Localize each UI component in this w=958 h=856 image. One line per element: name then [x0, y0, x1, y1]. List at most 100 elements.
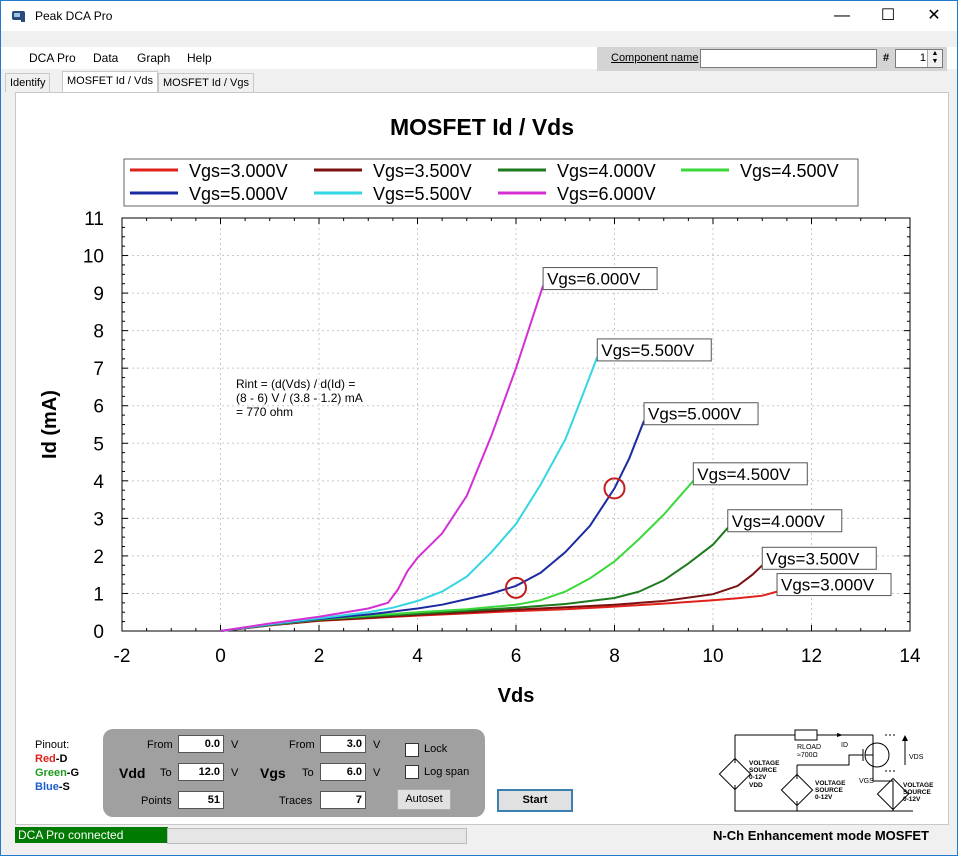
points-input[interactable]: 51 — [178, 791, 224, 809]
src1-line4: VDD — [749, 782, 763, 789]
points-label: Points — [141, 795, 172, 807]
menu-help[interactable]: Help — [187, 51, 212, 65]
y-tick-label: 4 — [93, 472, 104, 493]
vdd-to-unit: V — [231, 767, 239, 779]
legend-entry: Vgs=5.500V — [373, 184, 472, 204]
series-line — [220, 285, 545, 632]
vdd-from-input[interactable]: 0.0 — [178, 735, 224, 753]
vgs-to-input[interactable]: 6.0 — [320, 763, 366, 781]
lock-checkbox[interactable] — [405, 743, 419, 757]
component-index-spinner[interactable]: 1 ▲ ▼ — [895, 49, 943, 68]
y-tick-label: 9 — [93, 284, 104, 305]
vgs-from-label: From — [289, 739, 315, 751]
src2-line1: VOLTAGE — [815, 780, 846, 787]
end-label: Vgs=3.500V — [766, 549, 860, 568]
pinout-title: Pinout: — [35, 739, 70, 751]
connection-status: DCA Pro connected — [15, 827, 168, 843]
component-name-label: Component name — [611, 52, 699, 64]
plot-frame — [121, 217, 911, 632]
src3-line3: 0-12V — [903, 796, 921, 803]
chart-title: MOSFET Id / Vds — [390, 114, 574, 140]
end-label-box — [643, 402, 759, 426]
legend-box — [123, 158, 859, 207]
y-tick-label: 3 — [93, 509, 104, 530]
y-tick-label: 11 — [84, 209, 104, 230]
circuit-schematic: RLOAD ≈700Ω ID VGS VDS VOLTAGE SOURCE 0-… — [718, 729, 934, 812]
window-title: Peak DCA Pro — [35, 9, 113, 23]
point-marker — [603, 477, 626, 500]
end-label-box — [761, 546, 877, 570]
rload-value: ≈700Ω — [797, 752, 818, 759]
vdd-label: Vdd — [119, 765, 146, 781]
src3-line1: VOLTAGE — [903, 782, 934, 789]
tab-mosfet-id-vds[interactable]: MOSFET Id / Vds — [62, 71, 158, 93]
y-tick-label: 0 — [93, 622, 104, 643]
x-tick-label: 6 — [511, 646, 522, 667]
component-name-input[interactable] — [700, 49, 877, 68]
component-panel: Component name # 1 ▲ ▼ — [597, 47, 947, 71]
x-tick-label: 2 — [314, 646, 325, 667]
pinout-red: Red — [35, 753, 56, 765]
x-tick-label: 14 — [899, 646, 921, 667]
spinner-arrows-icon[interactable]: ▲ ▼ — [927, 50, 942, 67]
vds-source-icon — [876, 777, 910, 811]
pinout-blue: Blue — [35, 781, 59, 793]
src3-line2: SOURCE — [903, 789, 931, 796]
app-icon — [12, 11, 25, 22]
menu-dca-pro[interactable]: DCA Pro — [29, 51, 76, 65]
x-axis-title: Vds — [498, 685, 535, 707]
legend-entry: Vgs=5.000V — [189, 184, 288, 204]
vdd-to-input[interactable]: 12.0 — [178, 763, 224, 781]
autoset-button[interactable]: Autoset — [397, 789, 451, 810]
y-axis-title: Id (mA) — [39, 390, 61, 459]
sweep-controls-panel: From 0.0 V Vdd To 12.0 V Points 51 From … — [103, 729, 485, 817]
end-label-box — [596, 338, 712, 362]
status-bar: DCA Pro connected N-Ch Enhancement mode … — [15, 827, 947, 845]
src1-line2: SOURCE — [749, 767, 777, 774]
src2-line3: 0-12V — [815, 794, 833, 801]
pinout-green-pin: -G — [66, 767, 80, 779]
y-tick-label: 10 — [83, 247, 104, 268]
pinout-red-pin: -D — [55, 753, 68, 765]
vgs-to-unit: V — [373, 767, 381, 779]
log-span-checkbox[interactable] — [405, 765, 419, 779]
end-label: Vgs=4.500V — [697, 465, 791, 484]
point-marker — [505, 576, 527, 599]
vgs-label: Vgs — [260, 765, 286, 781]
end-label-box — [692, 462, 808, 486]
x-tick-label: -2 — [114, 646, 131, 667]
vgs-from-input[interactable]: 3.0 — [320, 735, 366, 753]
src1-line1: VOLTAGE — [749, 760, 780, 767]
start-button[interactable]: Start — [497, 789, 573, 812]
legend-entry: Vgs=3.000V — [189, 161, 288, 181]
end-label-box — [727, 509, 843, 533]
current-arrow-icon — [837, 733, 843, 737]
vgs-label-schematic: VGS — [859, 778, 874, 785]
maximize-button[interactable]: ☐ — [880, 7, 896, 24]
traces-input[interactable]: 7 — [320, 791, 366, 809]
vgs-from-unit: V — [373, 739, 381, 751]
vdd-source-icon — [718, 757, 752, 791]
src2-line2: SOURCE — [815, 787, 843, 794]
tab-mosfet-id-vgs[interactable]: MOSFET Id / Vgs — [158, 73, 254, 92]
menu-data[interactable]: Data — [93, 51, 119, 65]
annotation-line: Rint = (d(Vds) / d(Id) = — [236, 377, 355, 391]
tab-identify[interactable]: Identify — [5, 73, 51, 92]
y-tick-label: 7 — [93, 359, 104, 380]
vdd-to-label: To — [160, 767, 172, 779]
component-index-value: 1 — [919, 52, 926, 64]
id-label: ID — [841, 742, 848, 749]
end-label-box — [776, 573, 892, 597]
minimize-button[interactable]: — — [834, 7, 850, 24]
progress-bar — [167, 828, 467, 844]
end-label: Vgs=5.000V — [648, 405, 742, 424]
x-tick-label: 4 — [412, 646, 423, 667]
x-tick-label: 12 — [801, 646, 822, 667]
menu-graph[interactable]: Graph — [137, 51, 171, 65]
close-button[interactable]: ✕ — [927, 7, 941, 24]
series-line — [220, 356, 599, 632]
rload-resistor-icon — [794, 729, 818, 741]
rload-label: RLOAD — [797, 744, 821, 751]
pinout-legend: Pinout: Red-D Green-G Blue-S — [35, 738, 79, 794]
